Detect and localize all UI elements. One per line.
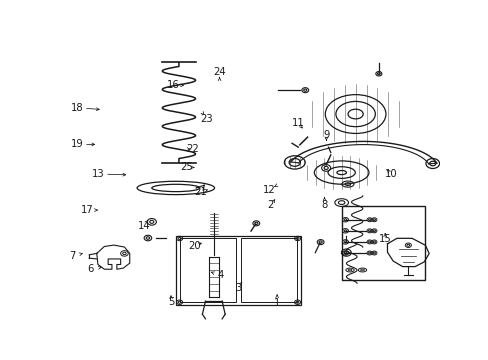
Text: 19: 19	[71, 139, 83, 149]
Text: 13: 13	[92, 169, 104, 179]
Text: 14: 14	[137, 221, 150, 231]
Text: 10: 10	[384, 169, 396, 179]
Text: 17: 17	[81, 205, 93, 215]
Text: 15: 15	[378, 234, 391, 244]
Text: 12: 12	[262, 185, 275, 194]
Bar	[341, 206, 425, 280]
Text: 22: 22	[186, 144, 199, 154]
Text: 21: 21	[194, 187, 206, 197]
Text: 23: 23	[200, 114, 213, 123]
Text: 7: 7	[69, 251, 76, 261]
Text: 25: 25	[180, 162, 193, 172]
Text: 6: 6	[87, 264, 94, 274]
Bar	[180, 238, 236, 302]
Bar	[241, 238, 296, 302]
Text: 2: 2	[267, 201, 273, 210]
Text: 16: 16	[166, 80, 179, 90]
Text: 4: 4	[217, 270, 223, 280]
Text: 24: 24	[213, 67, 225, 77]
Text: 8: 8	[321, 201, 327, 210]
Text: 11: 11	[291, 118, 304, 128]
Text: 20: 20	[188, 241, 201, 251]
Bar	[176, 236, 301, 305]
Text: 1: 1	[273, 298, 280, 308]
Text: 18: 18	[71, 103, 83, 113]
Text: 9: 9	[323, 130, 329, 140]
Text: 3: 3	[235, 283, 241, 293]
Text: 5: 5	[167, 297, 174, 307]
